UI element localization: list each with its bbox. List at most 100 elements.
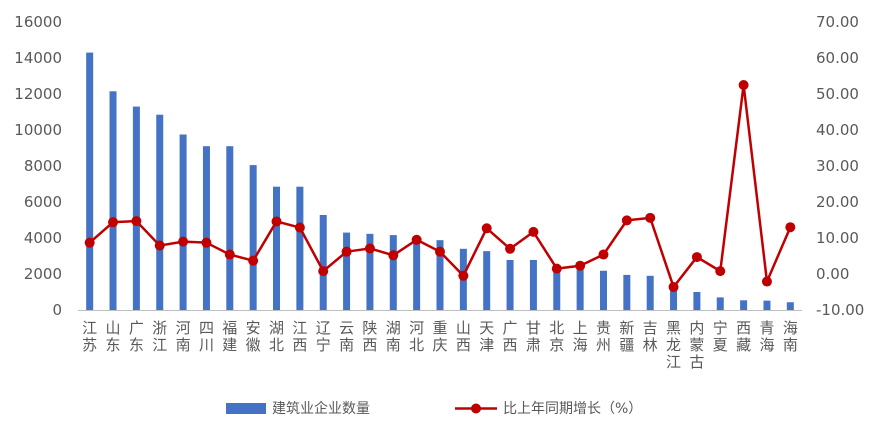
legend-label-line: 比上年同期增长（%） [503, 401, 642, 417]
category-label: 天津 [479, 319, 494, 354]
bar [413, 238, 421, 310]
legend-swatch-bars [226, 403, 266, 414]
left-axis-tick-label: 14000 [14, 49, 62, 67]
legend: 建筑业企业数量 比上年同期增长（%） [226, 400, 642, 417]
line-point [318, 266, 329, 277]
line-point [668, 281, 679, 292]
bar [319, 214, 327, 310]
category-label: 海南 [783, 319, 798, 354]
left-axis-tick-label: 10000 [14, 121, 62, 139]
bar [202, 146, 210, 310]
bar [343, 232, 351, 310]
left-axis-tick-label: 6000 [24, 193, 62, 211]
right-axis-tick-label: 40.00 [816, 121, 859, 139]
category-label: 福建 [222, 319, 237, 354]
category-label: 广东 [129, 319, 144, 354]
category-label: 北京 [549, 319, 564, 354]
bar [716, 297, 724, 310]
line-point [224, 249, 235, 260]
line-point [294, 222, 305, 233]
line-point [248, 255, 259, 266]
line-point [738, 80, 749, 90]
bar [109, 91, 117, 310]
line-point [715, 266, 726, 277]
left-axis-tick-label: 12000 [14, 85, 62, 103]
bar [132, 106, 140, 310]
line-point [505, 243, 516, 254]
category-label: 四川 [199, 319, 214, 354]
right-axis-tick-label: -10.00 [816, 301, 864, 319]
bar [249, 165, 257, 310]
category-label: 贵州 [596, 319, 611, 354]
line-point [435, 246, 445, 257]
right-axis-tick-label: 20.00 [816, 193, 859, 211]
line-point [528, 226, 539, 237]
right-axis-tick-label: 60.00 [816, 49, 859, 67]
line-point [131, 216, 142, 227]
category-label: 江西 [292, 319, 307, 354]
bar [296, 186, 304, 310]
line-point [785, 222, 796, 233]
line-point [341, 246, 352, 257]
right-axis-tick-label: 50.00 [816, 85, 859, 103]
bar [389, 235, 397, 310]
bar [623, 274, 631, 310]
category-label: 云南 [339, 319, 354, 354]
category-label: 湖北 [269, 319, 284, 354]
category-label: 安徽 [246, 319, 261, 354]
bar [786, 302, 794, 310]
line-point [411, 234, 422, 245]
legend-swatch-marker [471, 403, 481, 414]
category-label: 黑龙江 [666, 319, 681, 371]
category-label: 河南 [176, 319, 191, 354]
line-point [108, 217, 119, 228]
bar [506, 259, 514, 310]
left-axis-tick-label: 8000 [24, 157, 62, 175]
category-label: 河北 [409, 319, 424, 354]
left-axis-tick-label: 2000 [24, 265, 62, 283]
category-label: 新疆 [619, 319, 634, 354]
legend-label-bars: 建筑业企业数量 [272, 400, 370, 417]
bar [366, 233, 374, 310]
category-label: 重庆 [432, 319, 447, 354]
bar [529, 259, 537, 310]
category-label: 宁夏 [713, 319, 728, 354]
category-label: 上海 [573, 319, 588, 354]
line-point [761, 276, 772, 287]
line-point [598, 249, 609, 260]
left-axis-tick-label: 4000 [24, 229, 62, 247]
bar [226, 146, 234, 310]
bar [156, 114, 164, 310]
bar [646, 275, 654, 310]
right-axis-tick-label: 30.00 [816, 157, 859, 175]
category-label: 甘肃 [526, 319, 541, 354]
bar [553, 265, 561, 310]
line-point [691, 252, 702, 263]
bar [740, 300, 748, 310]
bar [599, 270, 607, 310]
line-point [645, 212, 656, 223]
category-label: 山西 [456, 319, 471, 354]
right-axis-tick-label: 0.00 [816, 265, 849, 283]
line-point [575, 260, 586, 271]
category-label: 陕西 [362, 319, 377, 354]
category-label: 辽宁 [316, 319, 331, 354]
line-point [458, 270, 469, 281]
category-label: 青海 [759, 319, 774, 354]
category-label: 广西 [503, 319, 518, 354]
left-axis-tick-label: 0 [52, 301, 62, 319]
bar [670, 284, 678, 310]
bar [693, 292, 701, 310]
bar [483, 251, 491, 310]
line-point [154, 240, 165, 251]
line-point [388, 250, 399, 261]
bar [179, 134, 187, 310]
right-axis-tick-label: 10.00 [816, 229, 859, 247]
bar-series [86, 52, 794, 310]
line-point [271, 216, 282, 227]
line-point [621, 215, 632, 226]
category-label: 内蒙古 [689, 319, 704, 371]
bar [436, 240, 444, 310]
category-label: 江苏 [82, 319, 97, 354]
category-label: 湖南 [386, 319, 401, 354]
